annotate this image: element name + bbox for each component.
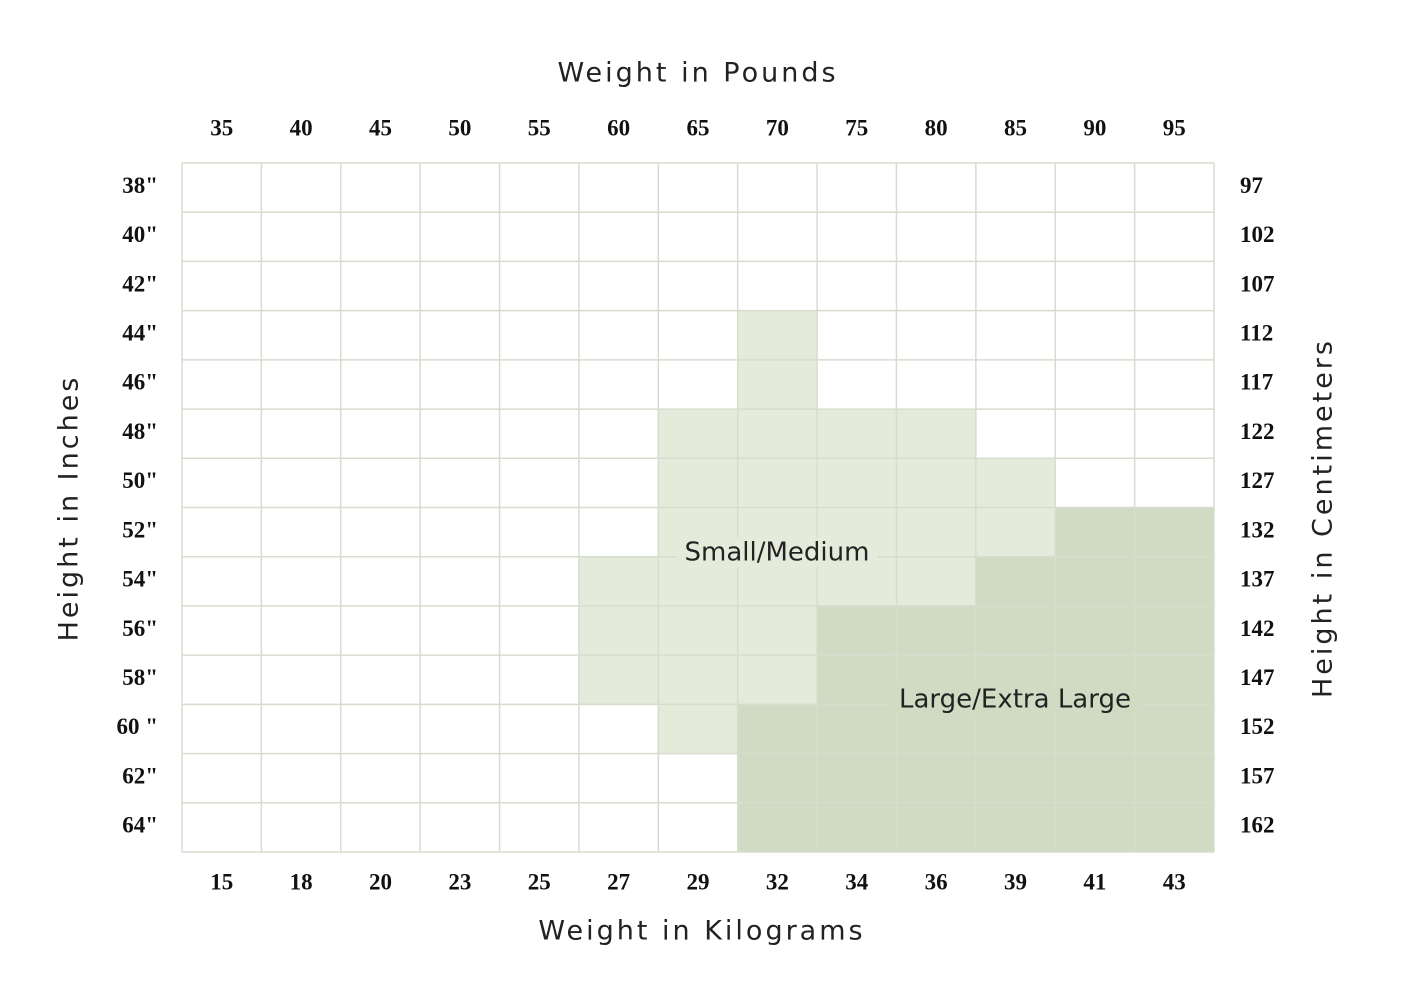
top-tick-label: 70: [766, 115, 789, 140]
left-tick-label: 44": [122, 321, 158, 346]
region-cells: [817, 605, 1214, 656]
region-cells: [658, 704, 738, 754]
region-cells: [658, 458, 1056, 508]
bottom-tick-label: 25: [528, 869, 551, 894]
top-tick-label: 95: [1163, 115, 1186, 140]
right-tick-label: 137: [1240, 567, 1275, 592]
left-tick-label: 60 ": [116, 714, 158, 739]
right-tick-label: 102: [1240, 222, 1275, 247]
top-tick-label: 40: [290, 115, 313, 140]
bottom-tick-label: 29: [687, 869, 710, 894]
left-tick-label: 38": [122, 173, 158, 198]
region-label: Large/Extra Large: [899, 685, 1131, 715]
bottom-tick-label: 41: [1083, 869, 1106, 894]
top-tick-label: 60: [607, 115, 630, 140]
right-tick-label: 132: [1240, 517, 1275, 542]
left-tick-label: 62": [122, 763, 158, 788]
bottom-tick-label: 43: [1163, 869, 1186, 894]
right-tick-label: 147: [1240, 665, 1275, 690]
top-tick-label: 35: [210, 115, 233, 140]
top-tick-label: 85: [1004, 115, 1027, 140]
left-tick-label: 42": [122, 271, 158, 296]
bottom-tick-label: 15: [210, 869, 233, 894]
right-tick-label: 142: [1240, 616, 1275, 641]
bottom-tick-label: 36: [925, 869, 948, 894]
left-tick-label: 56": [122, 616, 158, 641]
top-axis-title: Weight in Pounds: [557, 58, 838, 89]
top-tick-label: 55: [528, 115, 551, 140]
left-tick-label: 40": [122, 222, 158, 247]
left-tick-label: 52": [122, 517, 158, 542]
left-tick-label: 46": [122, 370, 158, 395]
bottom-axis-title: Weight in Kilograms: [538, 916, 865, 947]
right-tick-label: 117: [1240, 370, 1273, 395]
top-tick-label: 50: [448, 115, 471, 140]
bottom-tick-label: 39: [1004, 869, 1027, 894]
left-tick-label: 54": [122, 567, 158, 592]
bottom-tick-label: 20: [369, 869, 392, 894]
bottom-tick-label: 18: [290, 869, 313, 894]
top-tick-label: 75: [845, 115, 868, 140]
left-axis-title: Height in Inches: [54, 375, 85, 642]
region-cells: [578, 605, 818, 656]
left-tick-label: 58": [122, 665, 158, 690]
region-label-bg: [891, 684, 1139, 715]
region-cells: [975, 556, 1214, 606]
region-cells: [737, 359, 818, 410]
right-tick-label: 157: [1240, 763, 1275, 788]
left-tick-label: 48": [122, 419, 158, 444]
top-tick-label: 65: [687, 115, 710, 140]
region-cells: [578, 655, 818, 705]
top-tick-label: 90: [1083, 115, 1106, 140]
right-tick-label: 127: [1240, 468, 1275, 493]
region-label-bg: [676, 537, 878, 568]
bottom-tick-label: 23: [448, 869, 471, 894]
right-tick-label: 162: [1240, 813, 1275, 838]
right-axis-title: Height in Centimeters: [1308, 338, 1339, 698]
right-tick-label: 112: [1240, 321, 1273, 346]
right-tick-label: 107: [1240, 271, 1275, 296]
top-tick-label: 45: [369, 115, 392, 140]
top-tick-label: 80: [925, 115, 948, 140]
left-tick-label: 50": [122, 468, 158, 493]
region-cells: [737, 310, 818, 360]
right-tick-label: 97: [1240, 173, 1263, 198]
right-tick-label: 152: [1240, 714, 1275, 739]
region-label: Small/Medium: [685, 538, 870, 568]
right-tick-label: 122: [1240, 419, 1275, 444]
left-tick-label: 64": [122, 813, 158, 838]
bottom-tick-label: 27: [607, 869, 630, 894]
bottom-tick-label: 34: [845, 869, 869, 894]
bottom-tick-label: 32: [766, 869, 789, 894]
